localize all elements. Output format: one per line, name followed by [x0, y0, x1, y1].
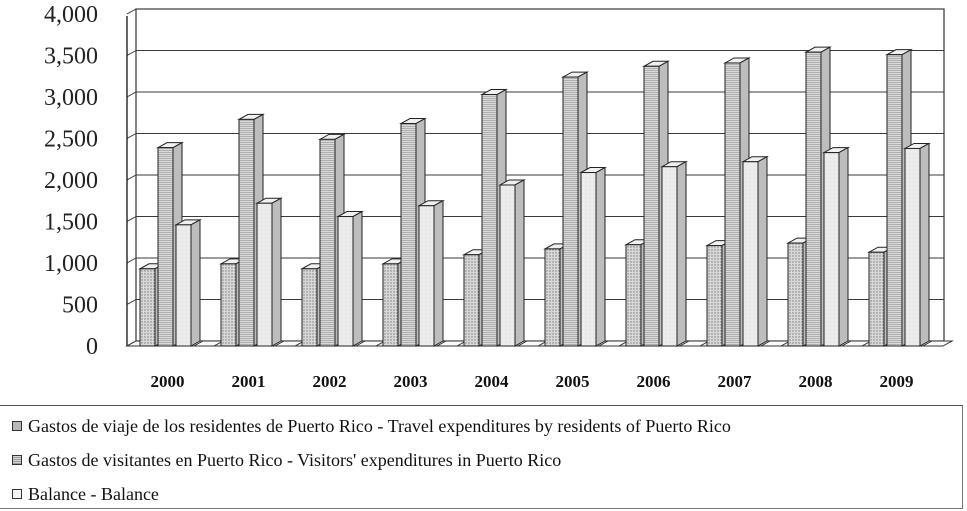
bar-front	[886, 54, 903, 347]
bar	[741, 155, 769, 347]
bar-front	[382, 263, 399, 347]
x-tick-label: 2007	[718, 372, 753, 391]
legend-item-visitors-expenditures: Gastos de visitantes en Puerto Rico - Vi…	[12, 448, 561, 472]
bar	[174, 218, 202, 347]
x-tick-label: 2005	[556, 372, 590, 391]
y-tick-label: 3,000	[44, 85, 98, 111]
bar	[255, 197, 283, 347]
bar-side	[757, 155, 768, 347]
bar-side	[433, 199, 444, 347]
x-tick-label: 2006	[637, 372, 671, 391]
bar-front	[742, 161, 759, 347]
bar	[579, 166, 607, 347]
bar-front	[544, 248, 561, 347]
bar	[822, 146, 850, 347]
y-tick-label: 2,000	[44, 168, 98, 194]
bar-front	[805, 51, 822, 347]
y-tick-label: 500	[62, 293, 98, 319]
bar-front	[787, 242, 804, 347]
bar-front	[301, 268, 318, 347]
bar-side	[838, 146, 849, 347]
bar	[417, 199, 445, 347]
legend-swatch-striped	[12, 455, 22, 465]
bar-front	[904, 147, 921, 347]
bar-front	[418, 205, 435, 347]
bar-front	[562, 76, 579, 347]
gridline-side	[126, 133, 137, 139]
gridline-side	[126, 299, 137, 305]
bar-front	[238, 118, 255, 347]
legend-swatch-plain	[12, 489, 22, 499]
bar-front	[823, 152, 840, 347]
bar-front	[580, 172, 597, 347]
y-tick-label: 0	[86, 334, 98, 360]
gridline-side	[126, 91, 137, 98]
x-tick-label: 2008	[799, 372, 833, 391]
legend-item-balance: Balance - Balance	[12, 482, 159, 506]
bar	[336, 210, 364, 347]
y-tick-label: 1,000	[44, 251, 98, 277]
y-tick-label: 3,500	[44, 44, 98, 70]
x-tick-label: 2004	[475, 372, 510, 391]
bar-front	[706, 245, 723, 347]
bar-front	[337, 216, 354, 347]
x-tick-label: 2002	[313, 372, 347, 391]
bar-side	[514, 179, 525, 347]
y-tick-label: 2,500	[44, 127, 98, 153]
bar-front	[481, 94, 498, 347]
legend-label: Gastos de visitantes en Puerto Rico - Vi…	[28, 449, 562, 470]
bar-front	[661, 166, 678, 347]
legend: Gastos de viaje de los residentes de Pue…	[0, 405, 963, 509]
gridline-side	[126, 257, 137, 264]
gridline-side	[126, 174, 137, 181]
bar	[660, 160, 688, 347]
legend-item-travel-expenditures: Gastos de viaje de los residentes de Pue…	[12, 414, 731, 438]
bar	[903, 142, 931, 347]
legend-label: Gastos de viaje de los residentes de Pue…	[28, 415, 731, 436]
legend-label: Balance - Balance	[28, 483, 159, 504]
bar-front	[319, 138, 336, 347]
bar-side	[595, 166, 606, 347]
bar-side	[352, 210, 363, 347]
gridline-side	[126, 8, 137, 15]
bar	[498, 179, 526, 347]
bar-front	[868, 251, 885, 347]
bar-front	[157, 147, 174, 347]
x-tick-label: 2001	[232, 372, 266, 391]
x-tick-label: 2003	[394, 372, 428, 391]
x-tick-label: 2000	[151, 372, 185, 391]
bar-side	[271, 197, 282, 347]
bar-base-sliver	[921, 340, 954, 347]
bar-front	[139, 268, 156, 347]
bar-front	[256, 202, 273, 347]
y-tick-label: 4,000	[44, 2, 98, 28]
bar-front	[643, 65, 660, 347]
gridline-side	[126, 216, 137, 222]
bar-front	[463, 254, 480, 347]
bar-front	[220, 263, 237, 347]
bar-side	[190, 218, 201, 347]
gridline-side	[126, 50, 137, 56]
y-tick-label: 1,500	[44, 210, 98, 236]
bar-side	[919, 142, 930, 347]
bar-chart-plot: 4,000 3,500 3,000 2,500 2,000 1,500 1,000 500 0 2…	[44, 2, 954, 391]
bar-front	[175, 224, 192, 347]
bar-front	[625, 244, 642, 347]
bar-front	[724, 62, 741, 347]
legend-swatch-dotted	[12, 421, 22, 431]
bar-side	[676, 160, 687, 347]
bar-front	[499, 184, 516, 347]
x-tick-label: 2009	[880, 372, 914, 391]
bar-front	[400, 123, 417, 347]
